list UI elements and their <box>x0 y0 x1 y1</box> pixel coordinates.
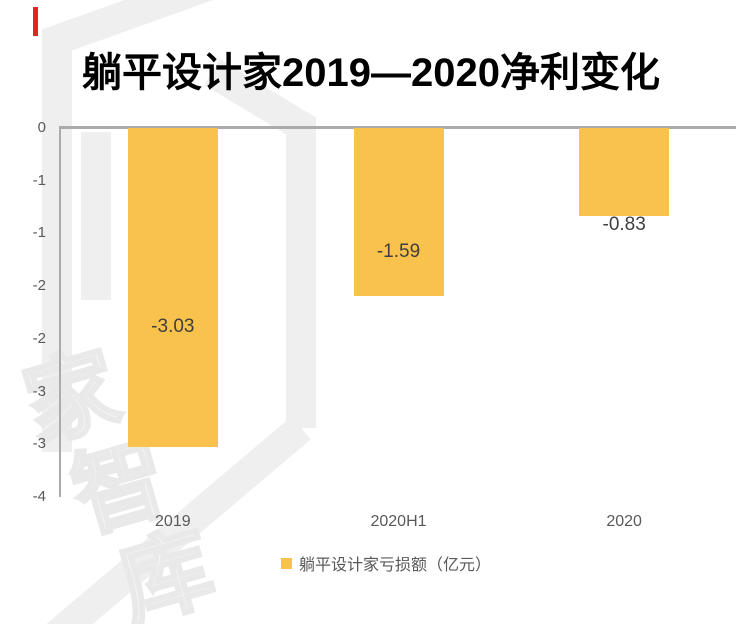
data-label-2019: -3.03 <box>151 316 195 337</box>
bar-2019 <box>127 128 218 448</box>
y-axis-line <box>59 126 61 497</box>
bar-2020h1 <box>353 128 444 296</box>
legend: 躺平设计家亏损额（亿元） <box>15 551 742 575</box>
y-tick-5: -3 <box>32 382 46 400</box>
y-tick-3: -2 <box>32 277 46 295</box>
x-label-2019: 2019 <box>155 513 191 530</box>
y-tick-1: -1 <box>32 171 46 189</box>
bar-2020 <box>579 128 670 216</box>
y-tick-6: -3 <box>32 435 46 453</box>
red-accent-line <box>33 7 38 36</box>
legend-swatch-icon <box>280 557 292 569</box>
y-tick-2: -1 <box>32 224 46 242</box>
data-label-2020: -0.83 <box>602 214 646 235</box>
legend-label: 躺平设计家亏损额（亿元） <box>298 557 491 574</box>
y-tick-0: 0 <box>37 119 46 136</box>
y-tick-4: -2 <box>32 329 46 347</box>
chart-title: 躺平设计家2019—2020净利变化 <box>82 51 660 95</box>
x-label-2020: 2020 <box>606 513 642 530</box>
zero-baseline <box>60 126 736 129</box>
y-tick-7: -4 <box>32 488 46 505</box>
data-label-2020h1: -1.59 <box>376 241 421 262</box>
x-label-2020h1: 2020H1 <box>370 513 427 530</box>
